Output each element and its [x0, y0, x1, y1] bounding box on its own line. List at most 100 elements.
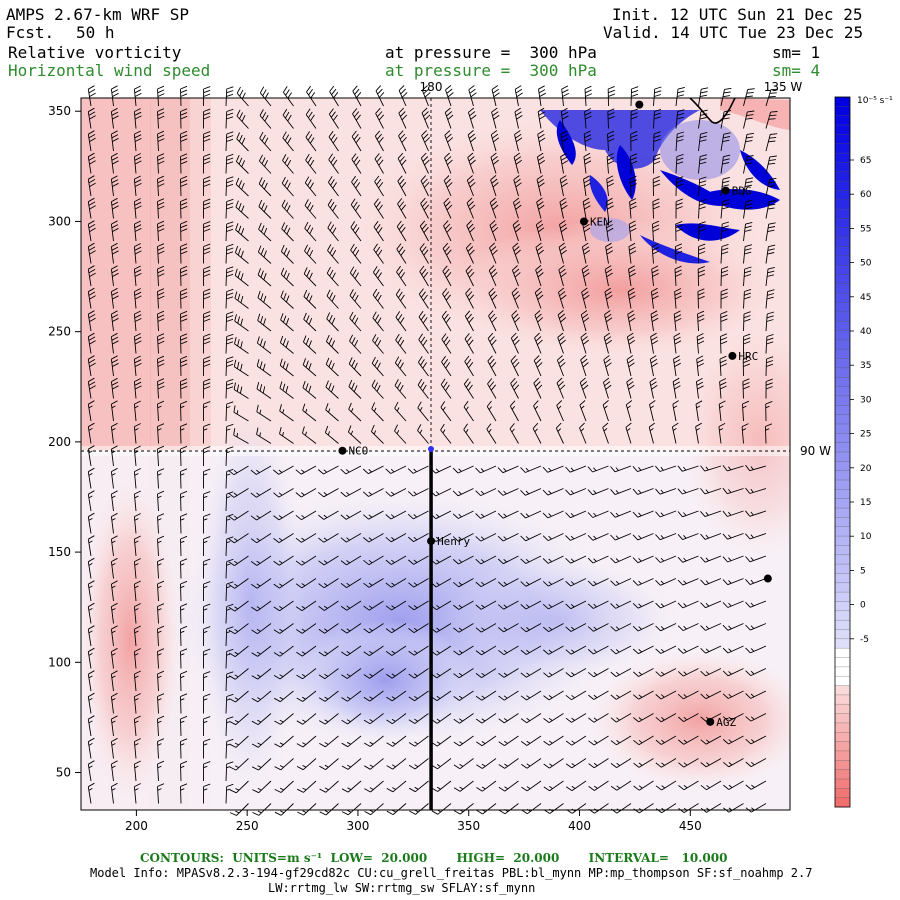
wind-barb: [110, 737, 118, 759]
wind-barb: [371, 379, 384, 399]
x-tick-label: 400: [568, 819, 591, 833]
wind-barb: [509, 423, 519, 444]
plot-frame: [80, 97, 791, 811]
wind-barb: [534, 332, 543, 354]
model-info-2: LW:rrtmg_lw SW:rrtmg_sw SFLAY:sf_mynn: [268, 881, 536, 895]
wind-barb: [543, 645, 564, 655]
wind-barb: [649, 355, 658, 377]
wind-barb: [673, 332, 682, 354]
wind-barb: [385, 510, 407, 520]
wind-barb: [542, 488, 564, 496]
wind-barb: [318, 713, 339, 725]
wind-barb: [453, 578, 474, 588]
wind-barb: [157, 130, 165, 152]
colorbar-block: [835, 209, 850, 219]
wind-barb: [490, 130, 500, 152]
wind-barb: [587, 533, 609, 541]
wind-barb: [325, 403, 339, 422]
wind-barb: [542, 578, 564, 587]
wind-barb: [229, 713, 249, 726]
wind-barb: [352, 85, 362, 107]
wind-barb: [87, 287, 96, 309]
wind-barb: [133, 243, 142, 264]
colorbar-block: [835, 760, 850, 770]
wind-barb: [720, 176, 730, 197]
wind-barb: [251, 690, 272, 703]
wind-barb: [537, 107, 546, 129]
wind-barb: [373, 220, 384, 242]
wind-barb: [203, 738, 211, 759]
wind-barb: [558, 265, 567, 287]
wind-barb: [723, 780, 744, 790]
wind-barb: [700, 690, 722, 700]
wind-barb: [373, 198, 384, 219]
wind-barb: [655, 488, 677, 495]
wind-barb: [325, 357, 339, 377]
wind-barb: [745, 735, 767, 745]
wind-barb: [745, 623, 767, 631]
wind-barb: [579, 377, 589, 399]
wind-barb: [87, 670, 95, 692]
wind-barb: [251, 713, 272, 725]
wind-barb: [370, 424, 384, 444]
wind-barb: [157, 783, 165, 804]
wind-barb: [203, 243, 211, 264]
wind-barb: [235, 223, 249, 242]
wind-barb: [282, 131, 294, 152]
wind-barb: [489, 242, 498, 264]
wind-barb: [340, 578, 362, 588]
wind-barb: [180, 783, 188, 804]
wind-barb: [584, 108, 592, 129]
wind-barb: [394, 424, 407, 444]
wind-barb: [700, 735, 722, 745]
wind-barb: [281, 176, 294, 197]
wind-barb: [510, 332, 520, 354]
wind-barb: [87, 197, 96, 219]
wind-barb: [229, 780, 249, 794]
wind-barb: [133, 715, 141, 737]
wind-barb: [678, 758, 699, 768]
wind-barb: [444, 107, 454, 129]
wind-barb: [303, 267, 317, 287]
wind-barb: [110, 152, 119, 174]
wind-barb: [559, 175, 568, 197]
wind-barb: [203, 153, 211, 174]
colorbar-block: [835, 171, 850, 182]
wind-barb: [580, 310, 590, 332]
wind-barb: [487, 332, 497, 354]
wind-barb: [418, 288, 429, 309]
wind-barb: [722, 533, 744, 540]
wind-barb: [677, 690, 699, 700]
x-tick-label: 350: [457, 819, 480, 833]
wind-barb: [560, 130, 569, 152]
wind-barb: [348, 357, 362, 377]
wind-barb: [743, 221, 753, 242]
colorbar-block: [835, 517, 850, 528]
wind-barb: [318, 600, 339, 611]
wind-barb: [363, 600, 384, 611]
wind-barb: [765, 222, 776, 242]
wind-barb: [385, 533, 407, 543]
wind-barb: [722, 735, 744, 745]
wind-barb: [633, 713, 654, 723]
wind-barb: [157, 603, 165, 624]
wind-barb: [720, 310, 728, 332]
x-axis: 200 250 300 350 400 450: [125, 810, 702, 833]
wind-barb: [722, 668, 744, 677]
wind-barb: [364, 803, 384, 816]
wind-barb: [259, 86, 272, 107]
wind-barb: [180, 220, 188, 242]
wind-barb: [225, 198, 234, 219]
wind-barb: [765, 311, 775, 332]
field2-smoothing: sm= 4: [772, 61, 821, 80]
wind-barb: [87, 647, 95, 669]
wind-barb: [110, 265, 119, 287]
wind-barb: [452, 555, 474, 565]
wind-barb: [610, 600, 632, 609]
wind-barb: [110, 400, 118, 422]
wind-barb: [697, 310, 705, 332]
wind-barb: [274, 713, 294, 725]
wind-barb: [465, 287, 475, 309]
wind-barb: [225, 131, 234, 152]
